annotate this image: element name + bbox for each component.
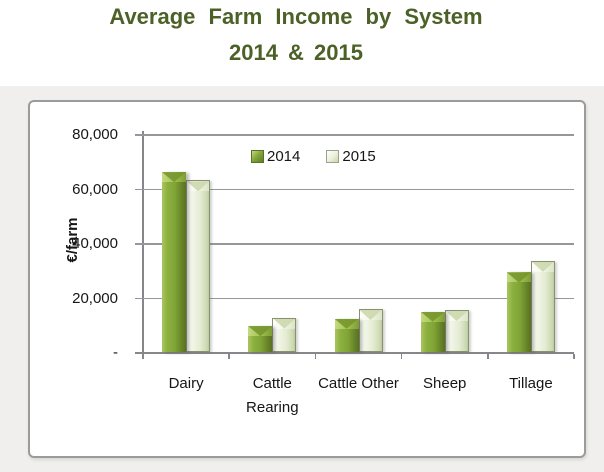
gridline: [135, 188, 574, 191]
x-category-label: Cattle Other: [318, 375, 399, 392]
bar-2015-cattle-rearing: [272, 317, 297, 352]
bar-2014-sheep: [420, 311, 445, 352]
legend-label-2015: 2015: [342, 148, 376, 165]
x-tick: [400, 354, 403, 359]
chart-title-line1: Average Farm Income by System: [109, 4, 483, 29]
legend-item-2015: 2015: [326, 148, 376, 165]
y-tick-label: 60,000: [72, 180, 118, 198]
y-tick-label: 40,000: [72, 235, 118, 252]
x-category-label: Sheep: [423, 375, 467, 392]
x-axis-line: [135, 352, 574, 354]
x-category-label: Cattle Rearing: [246, 375, 299, 416]
x-tick: [142, 354, 144, 359]
bar-2014-tillage: [506, 272, 531, 352]
gridline: [135, 243, 574, 245]
bar-2015-dairy: [186, 180, 211, 352]
gridline: [135, 134, 574, 136]
y-tick-label: -: [113, 344, 118, 361]
chart-title-line2: 2014 & 2015: [229, 40, 363, 65]
bar-2014-cattle-other: [334, 318, 359, 352]
legend-swatch-2014-icon: [251, 150, 264, 163]
legend-swatch-2015-icon: [326, 150, 340, 163]
x-tick: [228, 354, 230, 359]
bar-2015-tillage: [530, 260, 555, 352]
bar-2015-cattle-other: [358, 308, 383, 352]
chart-frame: €/farm 2014 2015 -20,000 40,000 60,000 80,0…: [28, 100, 586, 458]
x-tick: [314, 354, 317, 359]
gridline: [135, 297, 574, 300]
x-category-label: Dairy: [168, 375, 204, 392]
bar-2014-cattle-rearing: [248, 326, 273, 352]
x-category-label: Tillage: [509, 375, 553, 392]
plot-area: €/farm 2014 2015 -20,000 40,000 60,000 80,0…: [64, 126, 575, 416]
legend-label-2014: 2014: [267, 148, 301, 165]
x-tick: [573, 354, 575, 359]
bar-2014-dairy: [162, 172, 187, 352]
legend: 2014 2015: [251, 148, 376, 165]
x-tick: [487, 354, 489, 359]
y-tick-label: 20,000: [72, 289, 118, 307]
legend-item-2014: 2014: [251, 148, 300, 165]
y-tick-label: 80,000: [72, 126, 118, 143]
bar-2015-sheep: [444, 310, 469, 352]
